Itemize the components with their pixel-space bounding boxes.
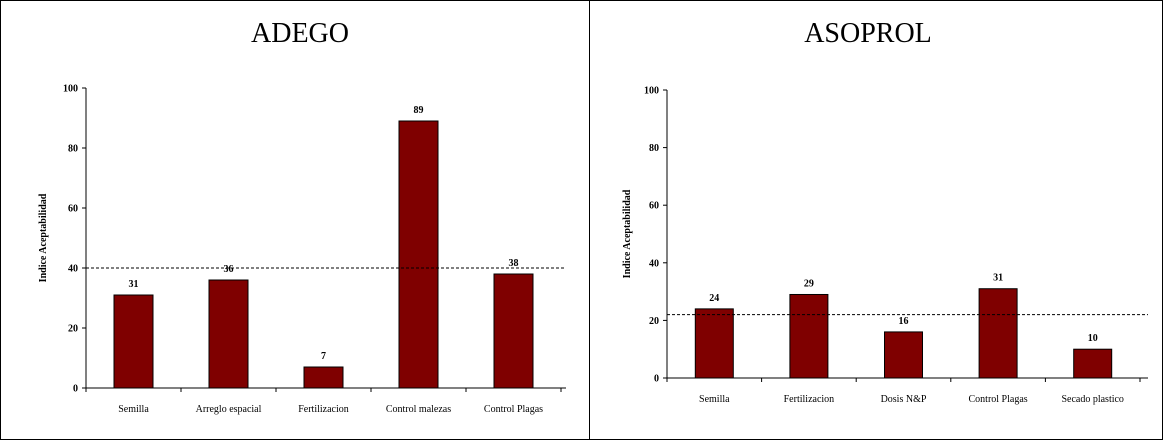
y-tick-label: 100 — [644, 86, 659, 97]
chart-asoprol: ASOPROL Indice Aceptabilidad 0 20 40 60 80 100 2… — [622, 18, 1148, 405]
chart-title: ASOPROL — [804, 18, 932, 49]
x-tick-label: Arreglo espacial — [196, 404, 262, 415]
bar-3 — [398, 120, 439, 389]
y-tick-label: 40 — [649, 258, 659, 269]
y-tick-label: 60 — [649, 201, 659, 212]
bar-value-label: 36 — [224, 264, 234, 275]
bar-value-label: 31 — [129, 279, 139, 290]
bar-1 — [789, 293, 829, 379]
bar-value-label: 24 — [709, 293, 719, 304]
y-axis-label: Indice Aceptabilidad — [38, 193, 49, 282]
bar-4 — [493, 273, 534, 389]
x-tick-label: Secado plastico — [1061, 394, 1123, 405]
x-tick-label: Control Plagas — [484, 404, 543, 415]
y-tick-label: 80 — [649, 143, 659, 154]
bar-value-label: 38 — [509, 258, 519, 269]
x-tick-label: Semilla — [699, 394, 730, 405]
bar-1 — [208, 279, 249, 389]
bar-value-label: 10 — [1088, 333, 1098, 344]
y-tick-label: 20 — [68, 324, 78, 335]
bar-value-label: 16 — [899, 316, 909, 327]
bar-0 — [694, 308, 734, 379]
y-tick-label: 0 — [73, 384, 78, 395]
y-tick-label: 40 — [68, 264, 78, 275]
y-tick-label: 100 — [63, 84, 78, 95]
y-tick-label: 80 — [68, 144, 78, 155]
chart-adego: ADEGO Indice Aceptabilidad 0 20 40 60 80 100 31 S… — [38, 18, 566, 415]
bar-4 — [1073, 348, 1113, 379]
x-tick-label: Fertilizacion — [298, 404, 349, 415]
bar-2 — [884, 331, 923, 379]
bar-value-label: 89 — [414, 105, 424, 116]
chart-title: ADEGO — [251, 18, 349, 49]
bar-value-label: 29 — [804, 278, 814, 289]
x-tick-label: Control Plagas — [969, 394, 1028, 405]
bar-2 — [303, 366, 344, 389]
bar-value-label: 31 — [993, 273, 1003, 284]
x-tick-label: Dosis N&P — [881, 394, 927, 405]
x-tick-label: Control malezas — [386, 404, 451, 415]
x-tick-label: Semilla — [118, 404, 149, 415]
y-axis-label: Indice Aceptabilidad — [622, 189, 633, 278]
y-tick-label: 20 — [649, 316, 659, 327]
bar-3 — [978, 288, 1018, 379]
bar-value-label: 7 — [321, 351, 326, 362]
bar-0 — [113, 294, 154, 389]
y-tick-label: 60 — [68, 204, 78, 215]
x-tick-label: Fertilizacion — [784, 394, 835, 405]
y-tick-label: 0 — [654, 374, 659, 385]
